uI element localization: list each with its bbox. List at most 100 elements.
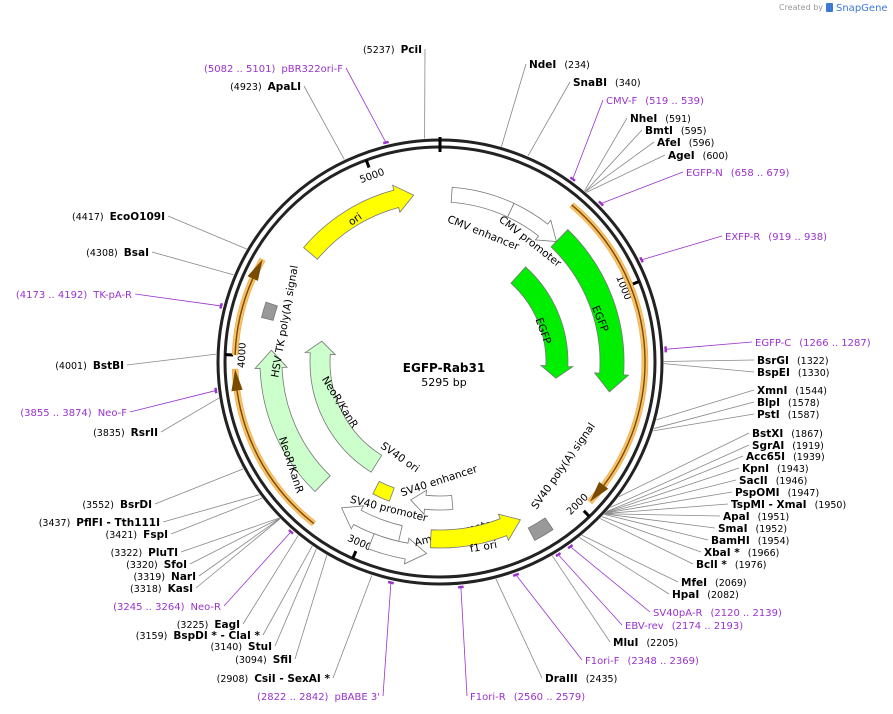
label-name: RsrII (131, 427, 158, 439)
site-leader (198, 518, 281, 577)
site-leader (294, 555, 328, 660)
label-pos: (1952) (756, 524, 788, 535)
primer-leader (460, 587, 468, 697)
orange-band (231, 257, 266, 356)
site-label: (3225) EagI (177, 619, 240, 631)
label-pos: (5237) (363, 45, 395, 56)
site-leader (604, 513, 721, 517)
primer-leader (665, 341, 753, 350)
label-name: EcoO109I (110, 211, 165, 223)
label-pos: (3855 .. 3874) (20, 408, 92, 419)
primer-label: (3855 .. 3874) Neo-F (20, 408, 127, 419)
label-pos: (4417) (72, 212, 104, 223)
label-name: PspOMI (735, 487, 780, 499)
primer-label: F1ori-F (2348 .. 2369) (585, 656, 699, 667)
label-pos: (1946) (776, 476, 808, 487)
label-name: KasI (168, 583, 193, 595)
label-pos: (3552) (82, 500, 114, 511)
label-name: PstI (757, 409, 780, 421)
label-pos: (595) (681, 126, 707, 137)
site-leader (581, 534, 679, 583)
primer-mark (555, 552, 562, 558)
ring-tick-label: 3000 (346, 533, 374, 553)
label-name: BlpI (757, 397, 780, 409)
primer-leader (129, 390, 216, 413)
primer-label: EGFP-C (1266 .. 1287) (755, 338, 871, 349)
primer-leader (570, 546, 651, 613)
site-leader (162, 494, 260, 523)
label-name: SnaBI (573, 77, 607, 89)
orange-band (231, 368, 316, 527)
label-name: BsrGI (757, 355, 789, 367)
primer-mark (387, 580, 394, 585)
label-name: FspI (143, 529, 168, 541)
site-leader (663, 363, 755, 373)
brand: SnapGene (836, 3, 888, 14)
primer-mark (219, 302, 224, 309)
primer-leader (134, 293, 222, 307)
site-label: (4923) ApaLI (230, 81, 301, 93)
site-leader (601, 516, 702, 553)
primer-mark (512, 572, 520, 578)
primer-leader (382, 582, 392, 697)
site-label: BmtI (595) (645, 125, 706, 137)
feature-arrow (507, 202, 557, 242)
label-pos: (2822 .. 2842) (257, 692, 329, 703)
primer-mark (598, 200, 605, 207)
created-by: Created by (779, 3, 823, 12)
label-name: SgrAI (752, 440, 784, 452)
primer-leader (515, 574, 583, 661)
site-label: KpnI (1943) (742, 463, 809, 475)
label-name: BmtI (645, 125, 673, 137)
site-label: TspMI - XmaI (1950) (731, 499, 846, 511)
label-name: SfiI (273, 654, 292, 666)
label-pos: (2082) (707, 590, 739, 601)
site-label: MfeI (2069) (681, 577, 747, 589)
label-name: NdeI (529, 59, 556, 71)
label-pos: (3322) (111, 548, 143, 559)
plasmid-name: EGFP-Rab31 (403, 361, 485, 375)
site-label: AgeI (600) (668, 150, 728, 162)
site-label: (3421) FspI (106, 529, 168, 541)
label-pos: (600) (703, 151, 729, 162)
site-label: AfeI (596) (657, 137, 714, 149)
label-name: F1ori-R (470, 692, 506, 703)
feature-arrow (429, 513, 522, 549)
label-name: F1ori-F (585, 656, 620, 667)
label-name: PciI (401, 44, 422, 56)
primer-label: (2822 .. 2842) pBABE 3' (257, 692, 380, 703)
primer-leader (641, 235, 723, 261)
orange-arrow (234, 259, 263, 355)
site-leader (610, 444, 750, 508)
label-pos: (1322) (797, 356, 829, 367)
label-name: Neo-F (98, 408, 128, 419)
label-pos: (1587) (788, 410, 820, 421)
label-pos: (519 .. 539) (645, 96, 704, 107)
site-label: BspEI (1330) (757, 367, 829, 379)
site-label: (3552) BsrDI (82, 499, 152, 511)
primer-label: (3245 .. 3264) Neo-R (113, 602, 221, 613)
label-name: NarI (171, 571, 196, 583)
site-leader (653, 401, 755, 429)
label-pos: (1950) (815, 500, 847, 511)
label-name: SmaI (718, 523, 748, 535)
site-leader (189, 518, 280, 565)
ring-tick (631, 280, 640, 286)
orange-band (569, 202, 649, 505)
site-label: Acc65I (1939) (746, 451, 825, 463)
site-leader (604, 513, 716, 529)
label-name: SV40pA-R (653, 608, 702, 619)
label-pos: (3437) (39, 518, 71, 529)
site-label: SnaBI (340) (573, 77, 641, 89)
label-name: NheI (630, 113, 657, 125)
site-label: ApaI (1951) (723, 511, 789, 523)
label-name: PluTI (148, 547, 178, 559)
label-name: DraIII (545, 673, 578, 685)
site-leader (579, 537, 670, 595)
site-leader (585, 141, 655, 193)
label-name: BstBI (93, 360, 124, 372)
label-pos: (2069) (715, 578, 747, 589)
feature-arrow (550, 229, 630, 393)
site-label: PstI (1587) (757, 409, 819, 421)
